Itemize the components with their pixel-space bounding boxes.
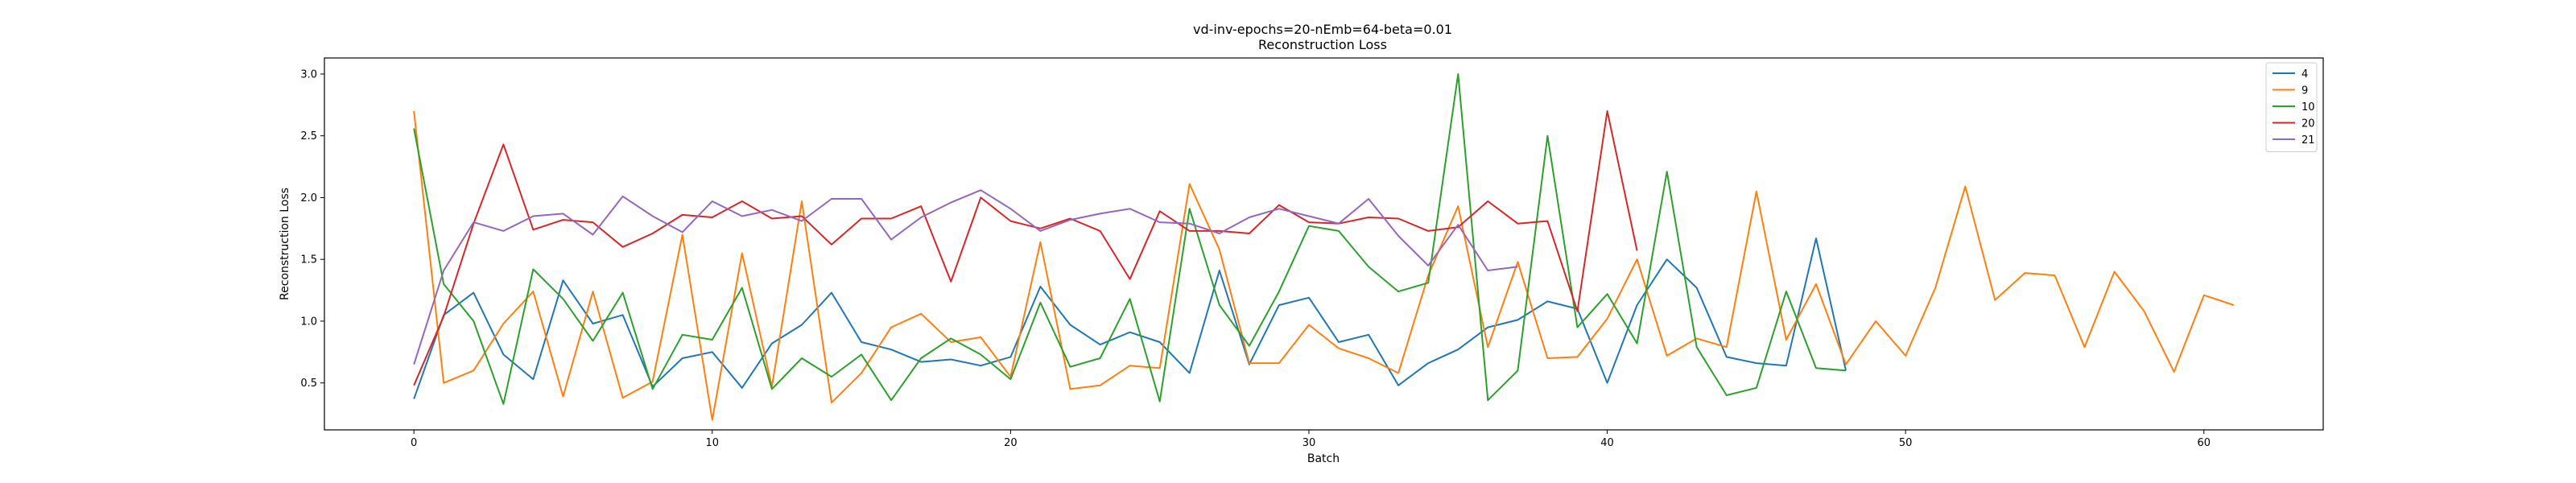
x-axis-label: Batch	[1307, 452, 1340, 465]
plot-area	[413, 73, 2235, 421]
legend-label-21: 21	[2301, 134, 2315, 147]
legend: 4 9 10 20 21	[2265, 62, 2318, 152]
series-line-10	[413, 73, 1847, 405]
x-tick-label: 20	[1004, 437, 1018, 449]
y-tick-label: 2.0	[300, 192, 317, 204]
legend-label-4: 4	[2301, 68, 2308, 80]
x-tick-label: 50	[1899, 437, 1913, 449]
x-tick-label: 40	[1600, 437, 1614, 449]
y-tick-label: 3.0	[300, 68, 317, 80]
y-tick-label: 1.0	[300, 316, 317, 328]
chart-subtitle: Reconstruction Loss	[1258, 37, 1387, 52]
legend-label-20: 20	[2301, 118, 2315, 130]
y-tick-label: 0.5	[300, 378, 317, 390]
plot-frame	[324, 57, 2324, 431]
y-tick-label: 2.5	[300, 130, 317, 142]
y-tick-label: 1.5	[300, 254, 317, 266]
y-axis-label: Reconstruction Loss	[279, 188, 291, 300]
x-tick-label: 0	[411, 437, 417, 449]
series-line-21	[413, 189, 1518, 365]
x-tick-label: 30	[1302, 437, 1316, 449]
x-tick-label: 10	[706, 437, 720, 449]
series-line-20	[413, 110, 1638, 386]
legend-label-9: 9	[2301, 85, 2308, 97]
legend-label-10: 10	[2301, 101, 2315, 114]
chart-title: vd-inv-epochs=20-nEmb=64-beta=0.01	[1193, 22, 1452, 37]
series-line-9	[413, 110, 2235, 421]
x-tick-label: 60	[2197, 437, 2211, 449]
y-axis: 0.5 1.0 1.5 2.0 2.5 3.0	[300, 68, 324, 390]
legend-frame	[2265, 62, 2318, 152]
x-axis: 0 10 20 30 40 50 60	[411, 430, 2211, 449]
